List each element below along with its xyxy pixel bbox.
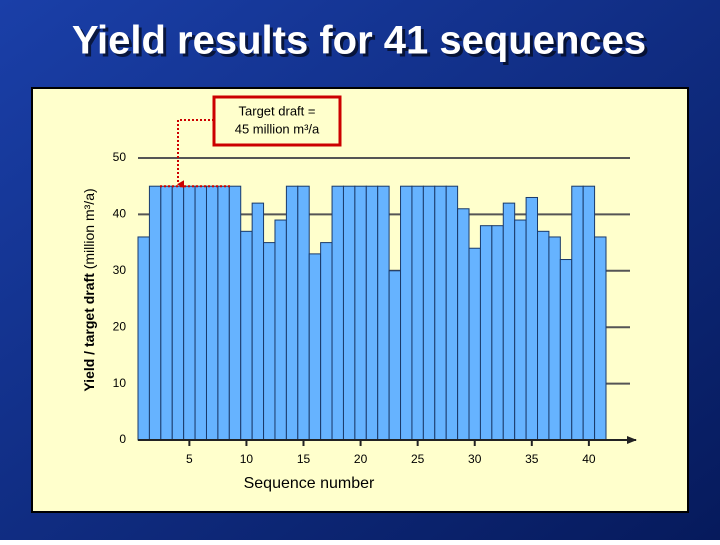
y-tick-label: 50 (113, 150, 127, 164)
x-tick-label: 10 (240, 452, 254, 466)
y-tick-label: 0 (119, 432, 126, 446)
bar (342, 185, 356, 441)
y-tick-label: 40 (113, 207, 127, 221)
bar (263, 242, 276, 441)
y-axis-title-main: Yield / target draft (81, 273, 97, 392)
bar (422, 185, 436, 441)
bar (183, 185, 196, 441)
x-tick-label: 40 (582, 452, 596, 466)
title-shadow: Yield results for 41 sequences (75, 22, 649, 66)
bar (205, 185, 219, 441)
bar (377, 185, 390, 441)
bar (217, 185, 230, 441)
annotation-box (212, 95, 342, 147)
x-tick-label: 20 (354, 452, 368, 466)
bar (240, 230, 253, 441)
bar (388, 270, 402, 441)
bar (194, 185, 207, 441)
bar (171, 185, 185, 441)
bar (502, 202, 516, 441)
bar (148, 185, 162, 441)
plot: 0 10 20 30 40 50 5 10 15 20 25 30 35 40 (113, 150, 637, 466)
bar (274, 219, 287, 441)
y-tick-label: 10 (113, 376, 127, 390)
bar (491, 225, 504, 441)
bar (228, 185, 242, 441)
bar (479, 225, 493, 441)
y-tick-label: 30 (113, 263, 127, 277)
bar (251, 202, 265, 441)
bar (594, 236, 607, 441)
chart-title: Yield results for 41 sequences (72, 19, 646, 63)
y-axis-title-unit: (million m³/a) (81, 188, 97, 269)
bar (445, 185, 459, 441)
x-tick-label: 25 (411, 452, 425, 466)
annotation-line: Target draft = (239, 103, 316, 118)
annotation-line: 45 million m³/a (235, 121, 320, 136)
x-axis-title: Sequence number (244, 475, 375, 492)
bar (457, 208, 470, 441)
bar (365, 185, 379, 441)
bar (468, 247, 481, 441)
bar (320, 242, 333, 441)
bar (285, 185, 299, 441)
bar (571, 185, 584, 441)
bar (137, 236, 150, 441)
bar (525, 196, 539, 441)
bar (400, 185, 413, 441)
y-tick-label: 20 (113, 319, 127, 333)
bar (354, 185, 367, 441)
bar (331, 185, 344, 441)
bar (548, 236, 561, 441)
x-tick-label: 30 (468, 452, 482, 466)
bar (434, 185, 447, 441)
x-tick-label: 35 (525, 452, 539, 466)
target-pointer (177, 119, 214, 189)
bar (559, 259, 573, 441)
bar (411, 185, 424, 441)
bar (537, 230, 550, 441)
bar (308, 253, 322, 441)
x-tick-label: 5 (186, 452, 193, 466)
bar (297, 185, 310, 441)
x-tick-label: 15 (297, 452, 311, 466)
bar (582, 185, 596, 441)
bar (160, 185, 173, 441)
bar (514, 219, 527, 441)
y-axis-title: Yield / target draft (million m³/a) (81, 188, 97, 391)
